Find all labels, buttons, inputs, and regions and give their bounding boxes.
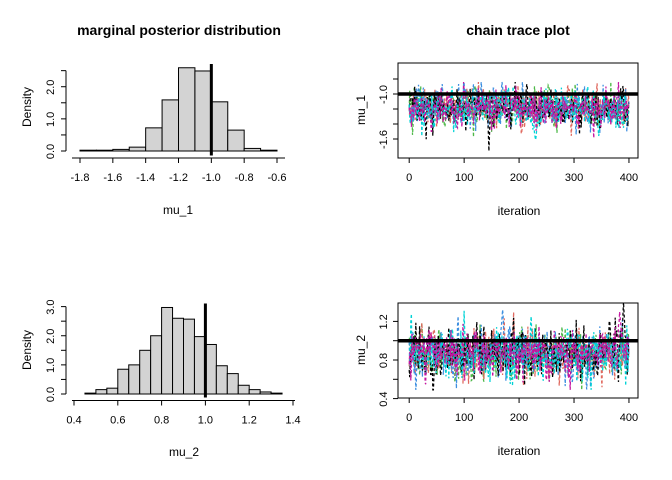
svg-text:-1.6: -1.6	[103, 172, 122, 184]
svg-text:-0.6: -0.6	[268, 172, 287, 184]
svg-text:-1.8: -1.8	[71, 172, 90, 184]
svg-text:3.0: 3.0	[45, 299, 57, 314]
svg-text:0.6: 0.6	[110, 415, 125, 427]
svg-text:100: 100	[455, 412, 473, 424]
svg-text:0.8: 0.8	[378, 353, 390, 368]
svg-text:1.4: 1.4	[285, 415, 300, 427]
svg-text:400: 400	[620, 172, 638, 184]
svg-text:1.2: 1.2	[378, 314, 390, 329]
svg-text:-1.4: -1.4	[136, 172, 155, 184]
svg-text:1.0: 1.0	[45, 358, 57, 373]
svg-text:300: 300	[565, 412, 583, 424]
svg-text:-1.0: -1.0	[202, 172, 221, 184]
yaxis-label-mu1-trace: mu_1	[354, 94, 368, 126]
svg-text:100: 100	[455, 172, 473, 184]
svg-text:1.2: 1.2	[242, 415, 257, 427]
svg-text:0.4: 0.4	[378, 391, 390, 406]
yaxis-label-density-top: Density	[20, 86, 34, 128]
svg-text:2.0: 2.0	[45, 329, 57, 344]
svg-text:400: 400	[620, 412, 638, 424]
svg-text:200: 200	[510, 172, 528, 184]
svg-text:-1.0: -1.0	[378, 85, 390, 104]
yaxis-label-mu2-trace: mu_2	[354, 334, 368, 366]
xaxis-label-iteration-bottom: iteration	[497, 444, 541, 458]
svg-text:0.4: 0.4	[66, 415, 81, 427]
svg-text:-1.2: -1.2	[169, 172, 188, 184]
svg-text:200: 200	[510, 412, 528, 424]
xaxis-label-mu2-hist: mu_2	[168, 445, 200, 459]
svg-text:1.0: 1.0	[198, 415, 213, 427]
svg-text:-1.6: -1.6	[378, 130, 390, 149]
svg-text:0: 0	[406, 172, 412, 184]
svg-text:1.0: 1.0	[45, 112, 57, 127]
svg-text:-0.8: -0.8	[235, 172, 254, 184]
svg-text:0.8: 0.8	[154, 415, 169, 427]
svg-text:0: 0	[406, 412, 412, 424]
svg-text:0.0: 0.0	[45, 387, 57, 402]
xaxis-label-mu1-hist: mu_1	[162, 203, 194, 217]
panel-title-chain-trace: chain trace plot	[466, 22, 570, 38]
yaxis-label-density-bottom: Density	[20, 329, 34, 371]
svg-text:2.0: 2.0	[45, 80, 57, 95]
xaxis-label-iteration-top: iteration	[497, 204, 541, 218]
panel-title-marginal-posterior: marginal posterior distribution	[77, 22, 281, 38]
svg-text:300: 300	[565, 172, 583, 184]
svg-text:0.0: 0.0	[45, 144, 57, 159]
